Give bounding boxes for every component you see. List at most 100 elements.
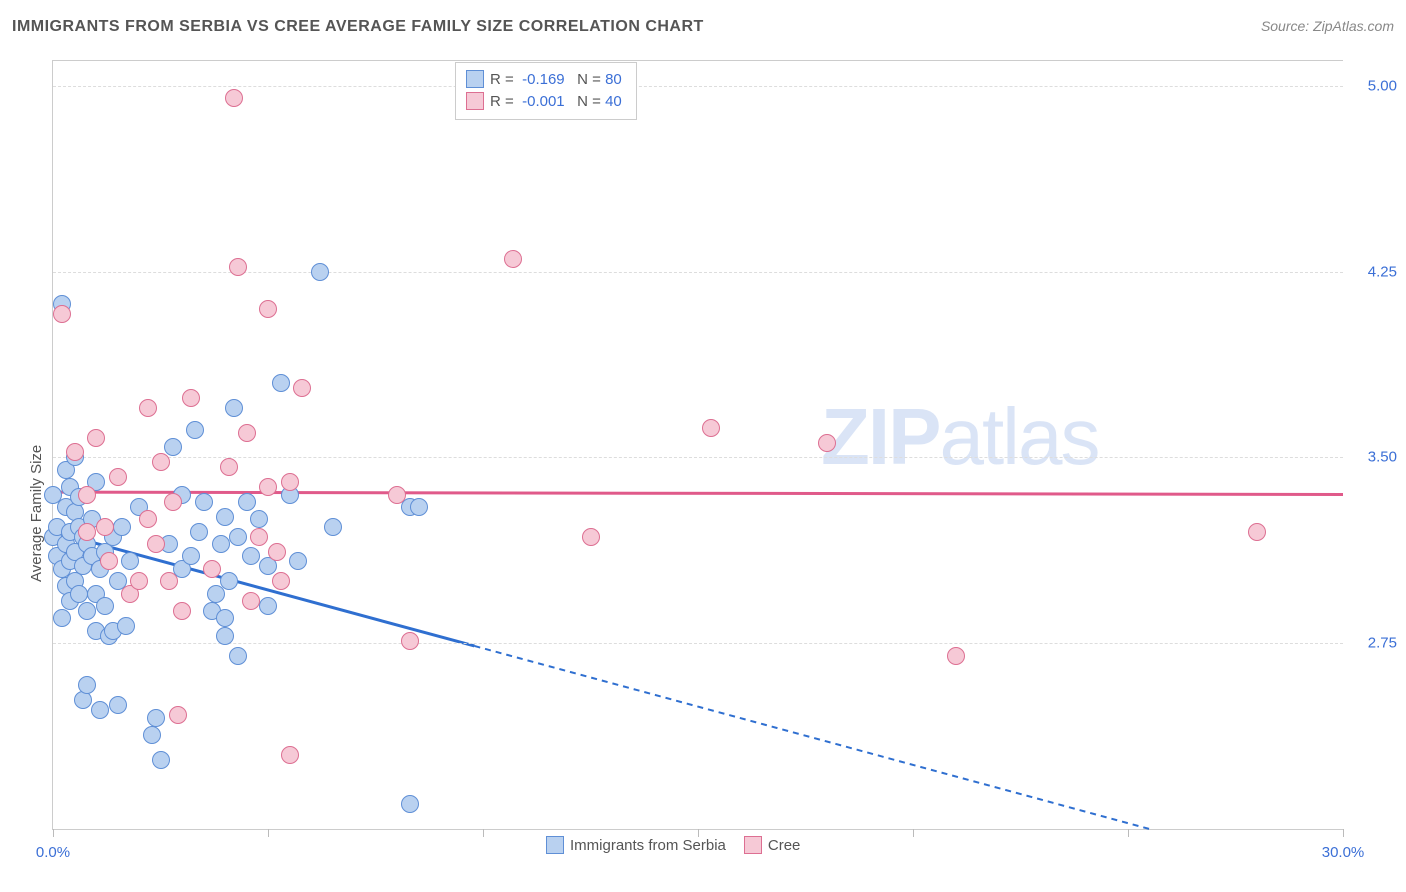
data-point-cree bbox=[1248, 523, 1266, 541]
data-point-cree bbox=[268, 543, 286, 561]
data-point-serbia bbox=[401, 795, 419, 813]
data-point-cree bbox=[203, 560, 221, 578]
data-point-serbia bbox=[229, 647, 247, 665]
data-point-serbia bbox=[324, 518, 342, 536]
data-point-serbia bbox=[250, 510, 268, 528]
data-point-cree bbox=[702, 419, 720, 437]
data-point-serbia bbox=[117, 617, 135, 635]
data-point-serbia bbox=[225, 399, 243, 417]
data-point-serbia bbox=[216, 508, 234, 526]
stats-row-cree: R = -0.001 N = 40 bbox=[466, 91, 622, 113]
r-value-serbia: -0.169 bbox=[522, 71, 565, 88]
data-point-serbia bbox=[186, 421, 204, 439]
data-point-serbia bbox=[53, 609, 71, 627]
data-point-cree bbox=[152, 453, 170, 471]
data-point-serbia bbox=[109, 696, 127, 714]
x-tick bbox=[268, 829, 269, 837]
trend-lines-svg bbox=[53, 61, 1343, 829]
data-point-serbia bbox=[78, 602, 96, 620]
data-point-cree bbox=[293, 379, 311, 397]
x-tick bbox=[53, 829, 54, 837]
data-point-cree bbox=[229, 258, 247, 276]
legend-swatch-cree bbox=[744, 836, 762, 854]
data-point-cree bbox=[87, 429, 105, 447]
x-tick bbox=[483, 829, 484, 837]
data-point-cree bbox=[281, 746, 299, 764]
swatch-serbia bbox=[466, 70, 484, 88]
data-point-serbia bbox=[78, 676, 96, 694]
data-point-cree bbox=[220, 458, 238, 476]
data-point-cree bbox=[225, 89, 243, 107]
data-point-serbia bbox=[272, 374, 290, 392]
data-point-serbia bbox=[410, 498, 428, 516]
data-point-serbia bbox=[216, 609, 234, 627]
gridline bbox=[53, 643, 1343, 644]
data-point-serbia bbox=[182, 547, 200, 565]
data-point-serbia bbox=[164, 438, 182, 456]
data-point-cree bbox=[164, 493, 182, 511]
data-point-serbia bbox=[143, 726, 161, 744]
gridline bbox=[53, 86, 1343, 87]
data-point-cree bbox=[259, 478, 277, 496]
data-point-cree bbox=[160, 572, 178, 590]
data-point-serbia bbox=[152, 751, 170, 769]
data-point-serbia bbox=[311, 263, 329, 281]
data-point-cree bbox=[53, 305, 71, 323]
x-tick bbox=[1343, 829, 1344, 837]
data-point-cree bbox=[388, 486, 406, 504]
y-tick-label: 4.25 bbox=[1351, 263, 1397, 280]
data-point-cree bbox=[66, 443, 84, 461]
data-point-serbia bbox=[238, 493, 256, 511]
data-point-serbia bbox=[216, 627, 234, 645]
stats-row-serbia: R = -0.169 N = 80 bbox=[466, 69, 622, 91]
data-point-cree bbox=[238, 424, 256, 442]
data-point-cree bbox=[818, 434, 836, 452]
legend-label-serbia: Immigrants from Serbia bbox=[570, 837, 726, 854]
data-point-cree bbox=[504, 250, 522, 268]
y-axis-label: Average Family Size bbox=[28, 445, 45, 582]
data-point-cree bbox=[182, 389, 200, 407]
data-point-cree bbox=[100, 552, 118, 570]
data-point-serbia bbox=[220, 572, 238, 590]
x-tick-label: 0.0% bbox=[36, 844, 70, 861]
data-point-serbia bbox=[121, 552, 139, 570]
gridline bbox=[53, 457, 1343, 458]
data-point-serbia bbox=[70, 585, 88, 603]
y-tick-label: 3.50 bbox=[1351, 449, 1397, 466]
scatter-plot-area: ZIPatlas 2.753.504.255.000.0%30.0% bbox=[52, 60, 1343, 830]
y-tick-label: 5.00 bbox=[1351, 77, 1397, 94]
data-point-serbia bbox=[289, 552, 307, 570]
swatch-cree bbox=[466, 92, 484, 110]
data-point-serbia bbox=[190, 523, 208, 541]
data-point-serbia bbox=[229, 528, 247, 546]
data-point-serbia bbox=[242, 547, 260, 565]
data-point-serbia bbox=[96, 597, 114, 615]
data-point-cree bbox=[250, 528, 268, 546]
data-point-serbia bbox=[212, 535, 230, 553]
data-point-cree bbox=[147, 535, 165, 553]
data-point-cree bbox=[169, 706, 187, 724]
x-tick bbox=[913, 829, 914, 837]
legend-swatch-serbia bbox=[546, 836, 564, 854]
data-point-cree bbox=[281, 473, 299, 491]
chart-title: IMMIGRANTS FROM SERBIA VS CREE AVERAGE F… bbox=[12, 18, 704, 36]
data-point-cree bbox=[109, 468, 127, 486]
data-point-serbia bbox=[259, 597, 277, 615]
r-value-cree: -0.001 bbox=[522, 93, 565, 110]
data-point-cree bbox=[401, 632, 419, 650]
data-point-serbia bbox=[147, 709, 165, 727]
legend-label-cree: Cree bbox=[768, 837, 801, 854]
y-tick-label: 2.75 bbox=[1351, 635, 1397, 652]
data-point-serbia bbox=[195, 493, 213, 511]
data-point-serbia bbox=[113, 518, 131, 536]
data-point-cree bbox=[78, 523, 96, 541]
trend-line-dashed-serbia bbox=[474, 646, 1149, 829]
correlation-stats-box: R = -0.169 N = 80R = -0.001 N = 40 bbox=[455, 62, 637, 120]
x-tick-label: 30.0% bbox=[1322, 844, 1365, 861]
data-point-cree bbox=[78, 486, 96, 504]
n-value-serbia: 80 bbox=[605, 71, 622, 88]
data-point-serbia bbox=[91, 701, 109, 719]
data-point-cree bbox=[96, 518, 114, 536]
data-point-cree bbox=[139, 510, 157, 528]
chart-source: Source: ZipAtlas.com bbox=[1261, 18, 1394, 34]
